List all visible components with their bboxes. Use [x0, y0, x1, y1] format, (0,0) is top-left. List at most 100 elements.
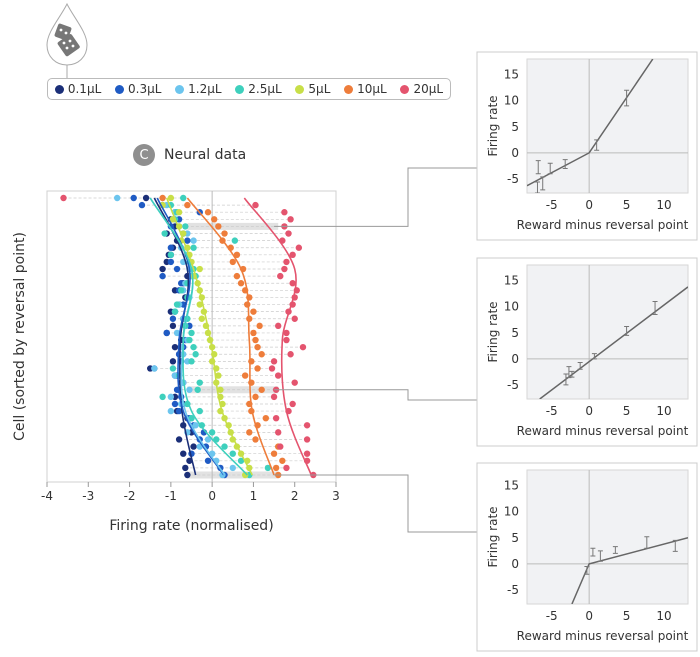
legend-dot-icon — [175, 84, 185, 94]
error-bar — [566, 366, 572, 379]
x-tick-label: 5 — [623, 198, 631, 212]
y-axis-label: Firing rate — [486, 301, 500, 362]
y-axis-label: Firing rate — [486, 506, 500, 567]
data-point — [281, 265, 288, 273]
data-point — [188, 414, 195, 422]
data-point — [275, 429, 282, 436]
x-tick-label: -2 — [124, 489, 136, 503]
data-point — [175, 407, 183, 415]
data-point — [130, 194, 137, 202]
y-tick-label: 10 — [504, 300, 519, 314]
x-axis-label: Reward minus reversal point — [517, 424, 689, 438]
data-point — [184, 201, 191, 209]
data-point — [272, 414, 280, 422]
data-point — [167, 393, 175, 401]
data-point — [246, 429, 253, 436]
data-point — [182, 464, 189, 472]
data-point — [196, 265, 203, 273]
data-point — [244, 301, 251, 308]
data-point — [287, 351, 294, 358]
data-point — [285, 230, 292, 237]
plot-frame — [46, 190, 337, 483]
x-tick-label: 10 — [656, 198, 671, 212]
data-point — [233, 251, 241, 259]
data-point — [295, 244, 303, 251]
connector-line — [274, 474, 477, 533]
dropper-with-dice-icon — [46, 2, 88, 78]
error-bar — [590, 547, 596, 557]
y-tick-label: 15 — [504, 479, 519, 493]
data-point — [229, 450, 236, 457]
legend-label: 1.2µL — [188, 82, 222, 96]
data-point — [173, 301, 181, 308]
data-point — [289, 251, 296, 259]
data-point — [169, 358, 177, 365]
x-tick-label: 0 — [585, 609, 593, 623]
legend-item: 0.3µL — [115, 82, 161, 96]
legend-label: 2.5µL — [248, 82, 282, 96]
data-point — [190, 237, 197, 244]
data-point — [198, 315, 206, 322]
y-tick-label: -5 — [507, 172, 519, 186]
data-point — [258, 351, 265, 358]
y-tick-label: 15 — [504, 274, 519, 288]
data-point — [196, 407, 203, 415]
error-bar — [540, 176, 546, 191]
x-tick-label: 3 — [332, 489, 340, 503]
data-point — [237, 280, 245, 287]
error-bar — [591, 353, 597, 360]
section-header: C Neural data — [133, 144, 246, 166]
y-axis-label: Firing rate — [486, 95, 500, 156]
data-point — [177, 287, 185, 294]
y-tick-label: 0 — [511, 557, 519, 571]
data-point — [171, 308, 179, 315]
legend-item: 10µL — [344, 82, 387, 96]
data-point — [248, 379, 255, 386]
legend-item: 0.1µL — [54, 82, 101, 96]
data-point — [229, 258, 236, 266]
error-bar — [577, 362, 583, 370]
data-point — [186, 386, 193, 393]
error-bar — [535, 160, 541, 175]
x-tick-label: 10 — [656, 609, 671, 623]
legend-item: 20µL — [400, 82, 443, 96]
data-point — [275, 322, 282, 330]
data-point — [279, 457, 286, 464]
data-point — [237, 457, 245, 464]
error-bar — [652, 300, 658, 316]
error-bar — [569, 370, 575, 378]
data-point — [270, 358, 278, 365]
data-point — [233, 272, 241, 280]
legend-item: 2.5µL — [235, 82, 282, 96]
reversal-panel-1: -5 0 5 10 -5 0 5 10 15 Reward minus reversal poin… — [476, 51, 698, 241]
panel-plot-area — [526, 469, 689, 605]
y-tick-label: 0 — [511, 146, 519, 160]
data-point — [211, 216, 218, 223]
x-tick-label: -5 — [546, 198, 558, 212]
data-point — [159, 265, 166, 273]
data-point — [275, 372, 282, 379]
legend-dot-icon — [400, 84, 410, 94]
data-point — [167, 251, 175, 259]
dose-legend: 0.1µL 0.3µL 1.2µL 2.5µL 5µL 10µL 20µL — [47, 78, 451, 100]
data-point — [163, 329, 170, 337]
data-point — [167, 407, 175, 415]
legend-dot-icon — [344, 84, 354, 94]
error-bar — [672, 539, 678, 552]
x-tick-label: 5 — [623, 609, 631, 623]
data-point — [204, 457, 212, 464]
legend-item: 1.2µL — [175, 82, 222, 96]
data-point — [159, 194, 166, 202]
x-tick-label: 0 — [585, 404, 593, 418]
x-tick-label: 0 — [208, 489, 216, 503]
data-point — [190, 244, 197, 251]
data-point — [231, 237, 239, 244]
data-point — [192, 351, 199, 358]
data-point — [186, 336, 193, 344]
x-tick-label: 1 — [250, 489, 258, 503]
y-tick-label: -5 — [507, 378, 519, 392]
x-axis-label: Reward minus reversal point — [517, 218, 689, 232]
data-point — [303, 422, 311, 429]
data-point — [169, 322, 177, 330]
